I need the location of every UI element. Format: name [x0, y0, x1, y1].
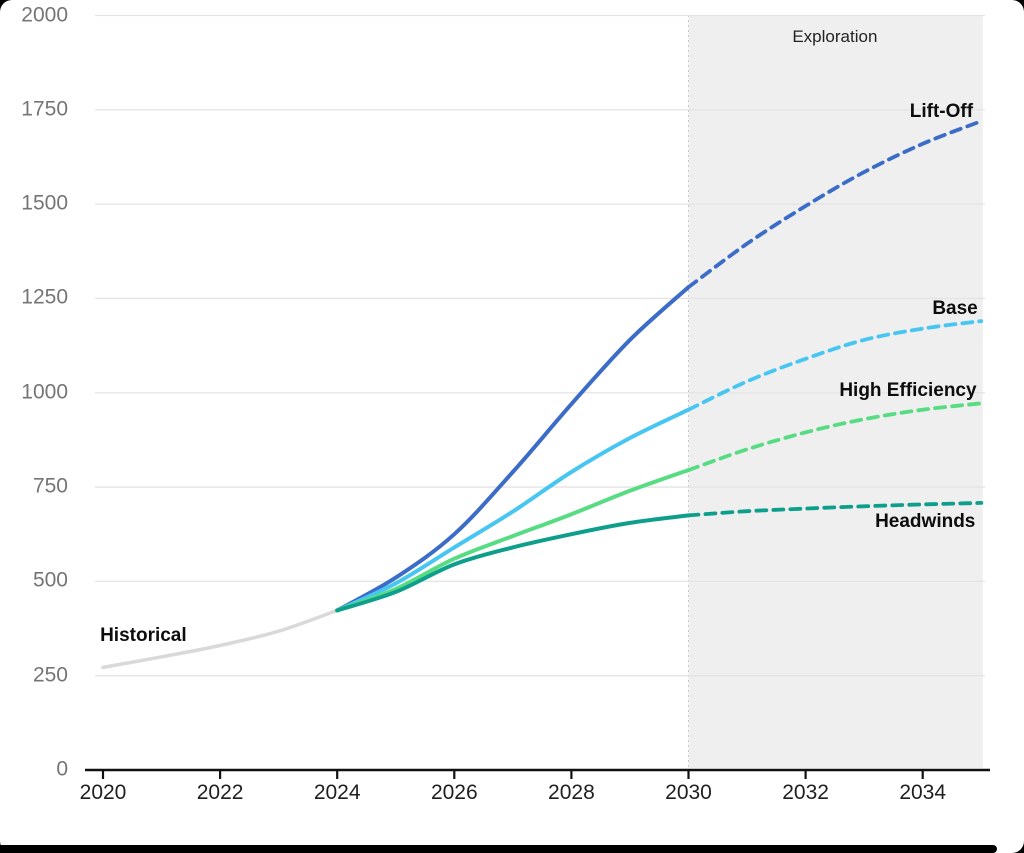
series-lift-off-dashed — [686, 119, 984, 290]
line-label-high-efficiency: High Efficiency — [839, 379, 977, 401]
y-axis-tick-label: 1750 — [21, 97, 68, 121]
y-axis-tick-label: 750 — [32, 474, 68, 498]
x-axis-tick-label: 2026 — [430, 781, 478, 804]
y-axis-tick-label: 2000 — [21, 3, 68, 27]
series-lift-off-solid — [335, 285, 691, 613]
series-base-solid — [335, 407, 691, 613]
series-headwinds-solid — [335, 513, 691, 613]
line-label-lift-off: Lift-Off — [909, 100, 974, 122]
series-high-efficiency-solid — [335, 468, 691, 613]
y-axis-tick-label: 1250 — [21, 285, 68, 309]
x-axis-tick-label: 2022 — [196, 781, 244, 804]
line-label-historical: Historical — [100, 625, 187, 647]
x-axis-tick-label: 2030 — [665, 781, 712, 804]
series-headwinds-dashed — [686, 501, 984, 518]
series-historical-solid — [101, 608, 339, 670]
series-high-efficiency-dashed — [686, 401, 984, 472]
line-label-headwinds: Headwinds — [875, 510, 976, 532]
x-axis-tick-label: 2020 — [79, 781, 127, 804]
y-axis-tick-label: 500 — [32, 568, 68, 592]
region-label-exploration: Exploration — [792, 26, 878, 46]
series-base-dashed — [686, 319, 984, 412]
x-axis-tick-label: 2032 — [782, 781, 829, 804]
bottom-frame-bar — [0, 845, 997, 853]
y-axis-tick-label: 1000 — [21, 380, 68, 404]
y-axis-tick-label: 0 — [56, 757, 68, 781]
y-axis-tick-label: 1500 — [21, 191, 68, 215]
x-axis-tick-label: 2034 — [899, 781, 947, 804]
x-axis-tick-label: 2024 — [313, 781, 361, 804]
y-axis-tick-label: 250 — [32, 663, 68, 687]
line-label-base: Base — [932, 297, 978, 319]
x-axis-tick-label: 2028 — [548, 781, 595, 804]
exploration-region — [688, 15, 983, 768]
